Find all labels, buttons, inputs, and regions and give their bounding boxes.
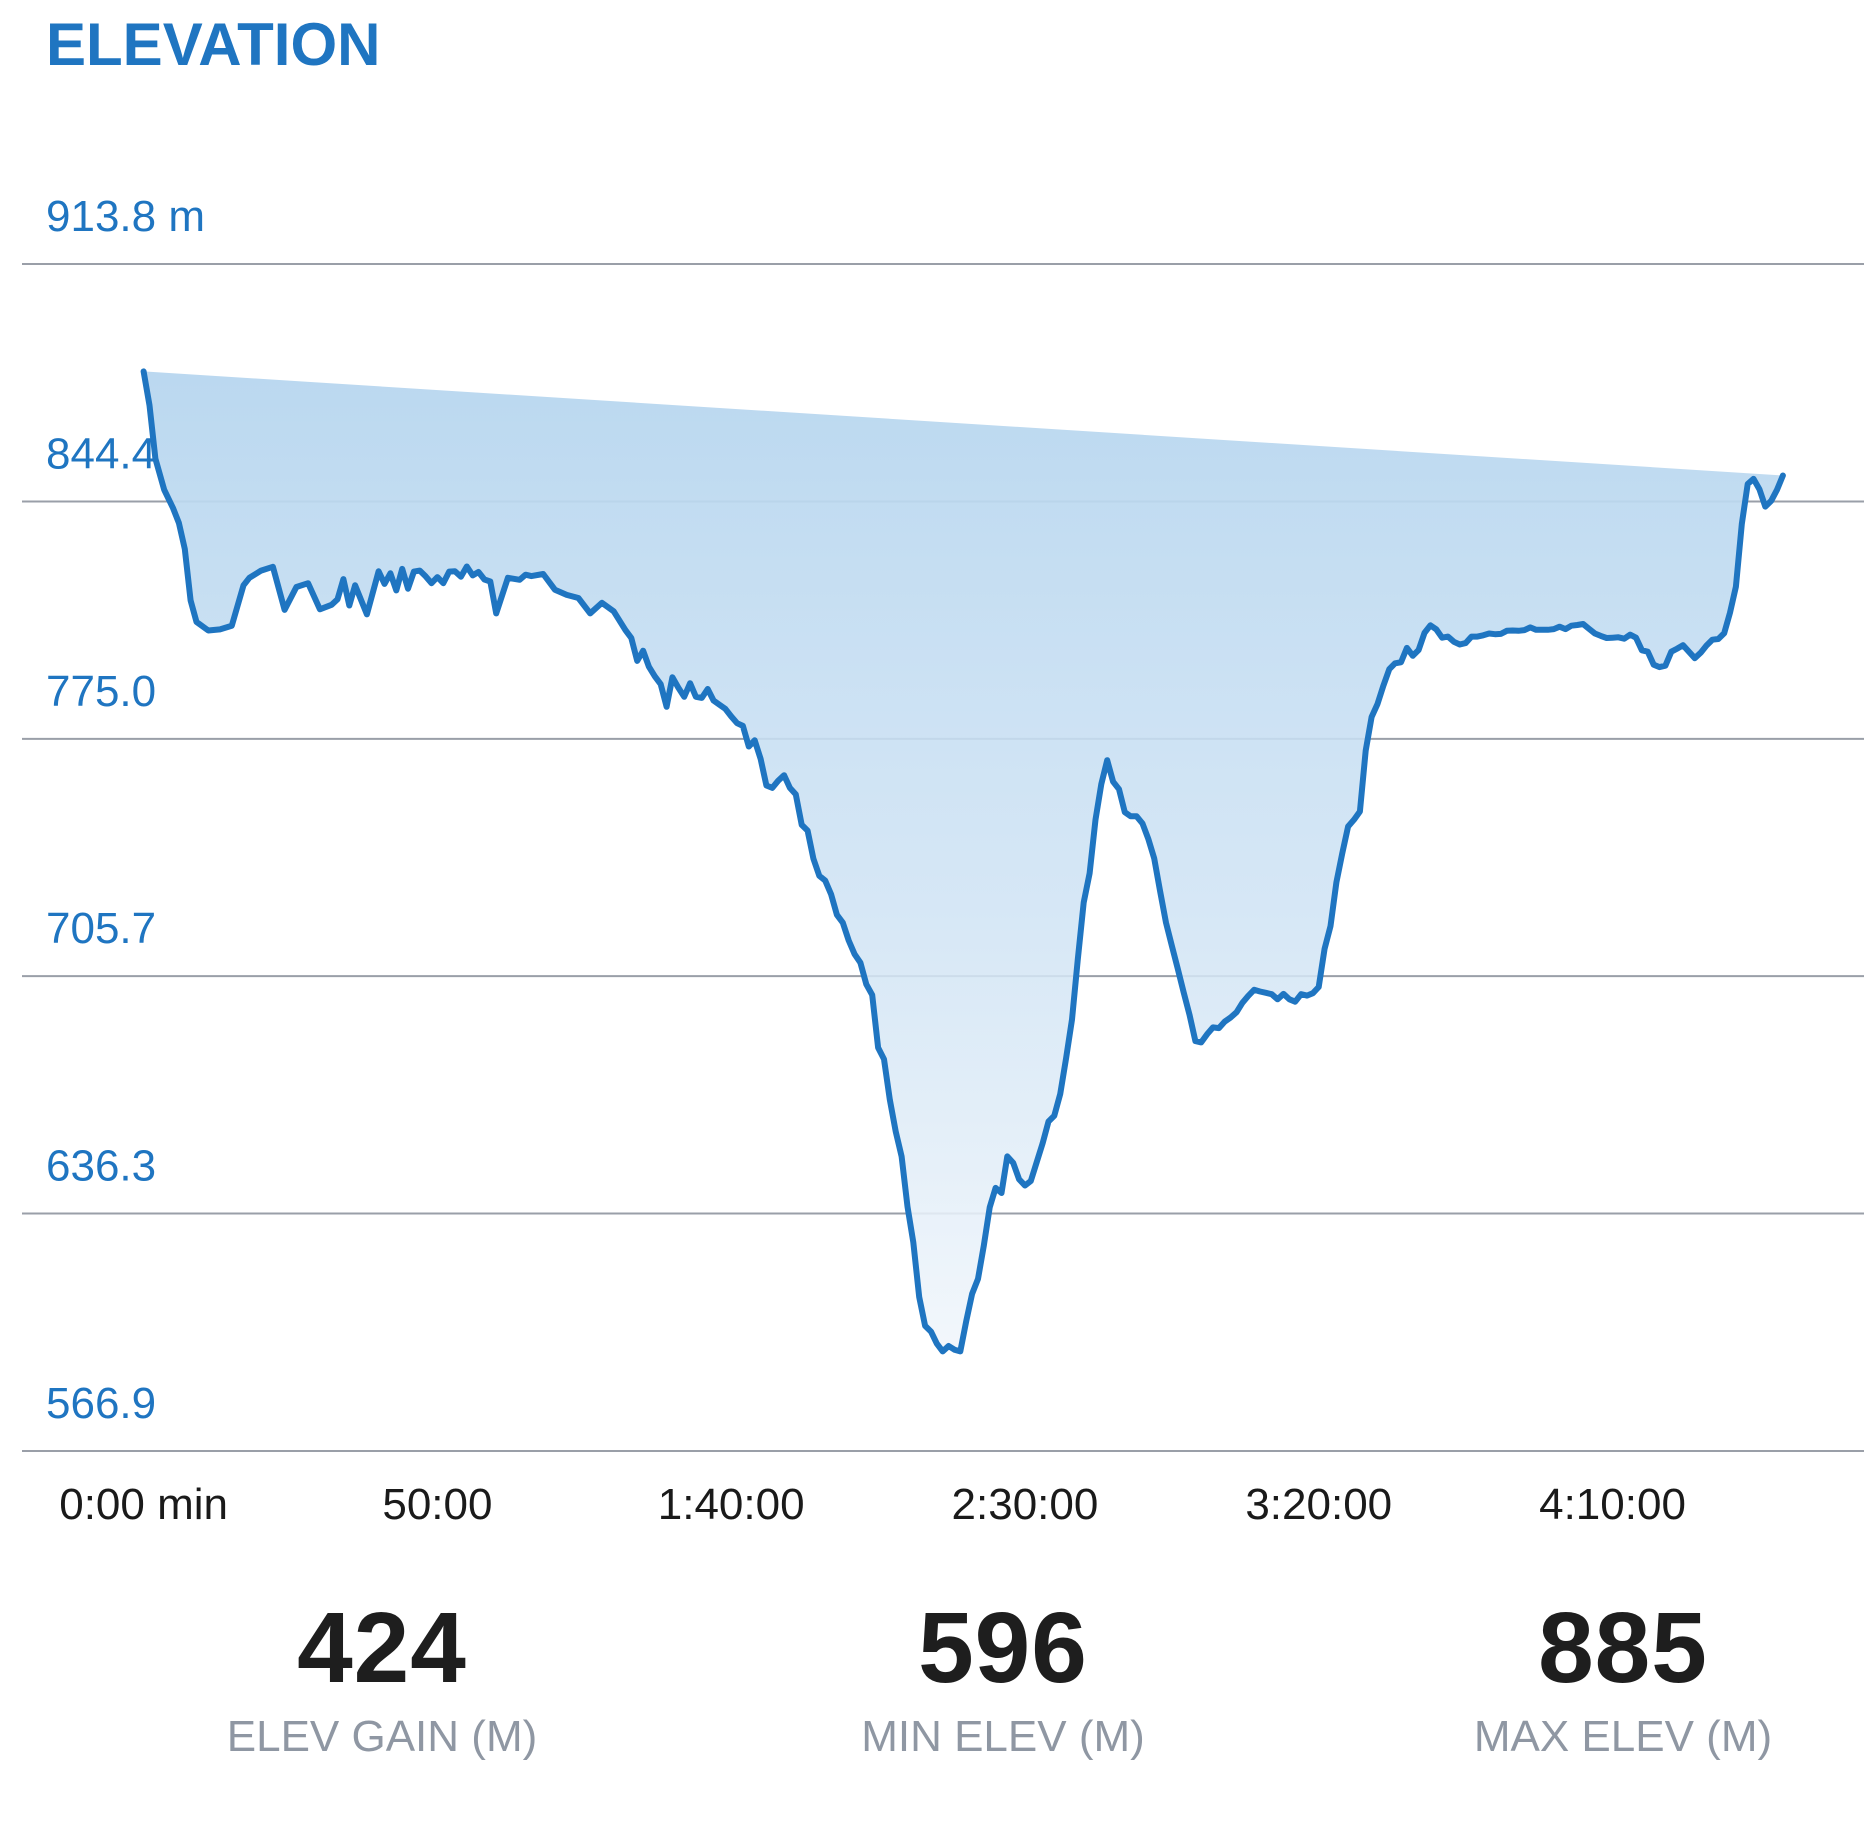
stat-value: 596 [918, 1592, 1088, 1704]
x-tick-label: 50:00 [382, 1480, 492, 1529]
y-tick-label: 844.4 [46, 429, 156, 478]
stat-label: ELEV GAIN (M) [226, 1712, 538, 1761]
elevation-chart: 913.8 m 844.4 775.0 705.7 636.3 566.9 0:00 mi… [22, 192, 1864, 1529]
page-title: ELEVATION [46, 11, 381, 78]
y-tick-label: 913.8 m [46, 192, 205, 241]
x-tick-label: 1:40:00 [658, 1480, 805, 1529]
stat-min-elev: 596 MIN ELEV (M) [763, 1592, 1243, 1766]
x-tick-label: 2:30:00 [952, 1480, 1099, 1529]
elevation-area-fill [143, 371, 1783, 1352]
y-tick-label: 636.3 [46, 1142, 156, 1191]
y-axis: 913.8 m 844.4 775.0 705.7 636.3 566.9 [46, 192, 205, 1428]
stat-label: MAX ELEV (M) [1473, 1712, 1773, 1761]
stat-value: 885 [1538, 1592, 1708, 1704]
elevation-area [143, 371, 1783, 1352]
stat-label: MIN ELEV (M) [861, 1712, 1145, 1761]
y-tick-label: 775.0 [46, 667, 156, 716]
y-tick-label: 705.7 [46, 904, 156, 953]
x-axis: 0:00 min 50:00 1:40:00 2:30:00 3:20:00 4:10:0… [59, 1480, 1686, 1529]
stat-max-elev: 885 MAX ELEV (M) [1383, 1592, 1863, 1766]
elevation-series [140, 368, 1786, 1355]
x-tick-label: 0:00 min [59, 1480, 228, 1529]
stat-elev-gain: 424 ELEV GAIN (M) [142, 1592, 622, 1766]
x-tick-label: 4:10:00 [1539, 1480, 1686, 1529]
x-tick-label: 3:20:00 [1245, 1480, 1392, 1529]
elevation-line [140, 368, 1786, 1355]
y-tick-label: 566.9 [46, 1379, 156, 1428]
stat-value: 424 [297, 1592, 467, 1704]
